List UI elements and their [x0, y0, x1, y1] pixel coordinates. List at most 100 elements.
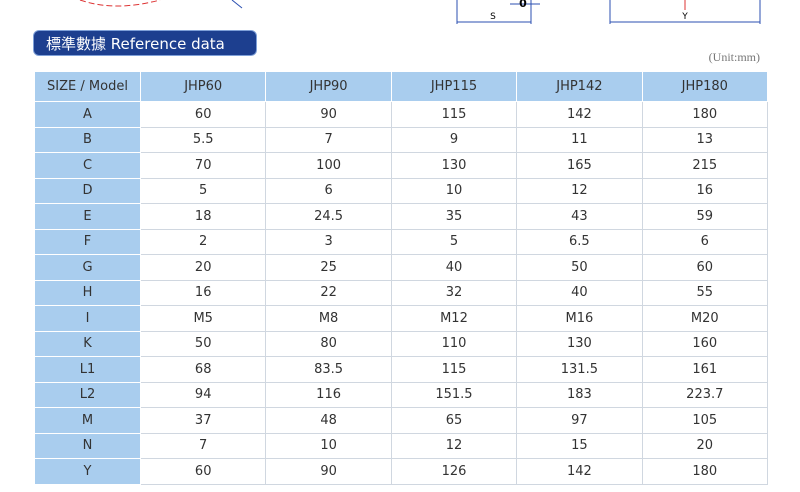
- cell: 160: [641, 330, 769, 357]
- row-label: A: [34, 101, 141, 128]
- cell: 2: [139, 228, 267, 255]
- cell: 10: [390, 177, 518, 204]
- title-badge: 標準數據 Reference data: [33, 30, 257, 56]
- cell: 65: [390, 407, 518, 434]
- cell: 165: [516, 152, 643, 179]
- cell: 100: [265, 152, 392, 179]
- cell: 7: [139, 432, 267, 459]
- row-label: E: [34, 203, 141, 230]
- cell: 83.5: [265, 356, 392, 383]
- cell: 5: [390, 228, 518, 255]
- row-label: H: [34, 279, 141, 306]
- cell: 13: [641, 126, 769, 153]
- cell: 10: [265, 432, 392, 459]
- cell: 43: [516, 203, 643, 230]
- cell: 59: [641, 203, 769, 230]
- cell: 90: [265, 101, 392, 128]
- row: L1 68 83.5 115 131.5 161: [34, 356, 769, 383]
- cell: 5: [139, 177, 267, 204]
- row-label: M: [34, 407, 141, 434]
- header-cell: JHP180: [641, 71, 769, 102]
- cell: 68: [139, 356, 267, 383]
- cell: 142: [516, 458, 643, 485]
- cell: M5: [139, 305, 267, 332]
- cell: 151.5: [390, 381, 518, 408]
- header-cell: JHP90: [265, 71, 392, 102]
- header-cell: SIZE / Model: [34, 71, 141, 102]
- row: N 7 10 12 15 20: [34, 432, 769, 459]
- cell: 130: [390, 152, 518, 179]
- cell: 161: [641, 356, 769, 383]
- cell: 131.5: [516, 356, 643, 383]
- row-label: G: [34, 254, 141, 281]
- row-label: L2: [34, 381, 141, 408]
- row: F 2 3 5 6.5 6: [34, 228, 769, 255]
- cell: 3: [265, 228, 392, 255]
- row-label: L1: [34, 356, 141, 383]
- cell: 60: [641, 254, 769, 281]
- row: G 20 25 40 50 60: [34, 254, 769, 281]
- cell: 12: [390, 432, 518, 459]
- row: D 5 6 10 12 16: [34, 177, 769, 204]
- row-label: N: [34, 432, 141, 459]
- cell: 105: [641, 407, 769, 434]
- header-cell: JHP142: [516, 71, 643, 102]
- row: K 50 80 110 130 160: [34, 330, 769, 357]
- diagram-fragment: 0 S Y: [79, 0, 761, 24]
- cell: 5.5: [139, 126, 267, 153]
- cell: 223.7: [641, 381, 769, 408]
- row-label: K: [34, 330, 141, 357]
- row-label: Y: [34, 458, 141, 485]
- cell: 6: [265, 177, 392, 204]
- unit: (Unit:mm): [708, 50, 760, 64]
- cell: 94: [139, 381, 267, 408]
- row-label: F: [34, 228, 141, 255]
- header-cell: JHP60: [139, 71, 267, 102]
- cell: 180: [641, 458, 769, 485]
- reference-table: SIZE / Model JHP60 JHP90 JHP115 JHP142 JHP180…: [34, 71, 769, 485]
- cell: 40: [390, 254, 518, 281]
- cell: 70: [139, 152, 267, 179]
- curve: [79, 0, 161, 7]
- cell: 126: [390, 458, 518, 485]
- cell: 180: [641, 101, 769, 128]
- row-label: I: [34, 305, 141, 332]
- row-label: C: [34, 152, 141, 179]
- cell: 142: [516, 101, 643, 128]
- row: I M5 M8 M12 M16 M20: [34, 305, 769, 332]
- cell: 12: [516, 177, 643, 204]
- cell: 6: [641, 228, 769, 255]
- cell: 9: [390, 126, 518, 153]
- cell: 11: [516, 126, 643, 153]
- cell: 55: [641, 279, 769, 306]
- cell: 24.5: [265, 203, 392, 230]
- cell: 18: [139, 203, 267, 230]
- cell: 20: [641, 432, 769, 459]
- cell: M20: [641, 305, 769, 332]
- row: C 70 100 130 165 215: [34, 152, 769, 179]
- cell: M16: [516, 305, 643, 332]
- cell: 115: [390, 101, 518, 128]
- label: Y: [681, 12, 688, 22]
- label: S: [490, 12, 496, 22]
- cell: 60: [139, 458, 267, 485]
- cell: 15: [516, 432, 643, 459]
- cell: 115: [390, 356, 518, 383]
- cell: 80: [265, 330, 392, 357]
- header-cell: JHP115: [390, 71, 518, 102]
- label: 0: [519, 0, 527, 10]
- cell: 20: [139, 254, 267, 281]
- cell: 60: [139, 101, 267, 128]
- cell: 50: [139, 330, 267, 357]
- cell: 90: [265, 458, 392, 485]
- header-row: SIZE / Model JHP60 JHP90 JHP115 JHP142 JHP180: [34, 71, 769, 102]
- cell: 16: [641, 177, 769, 204]
- cell: 32: [390, 279, 518, 306]
- cell: 97: [516, 407, 643, 434]
- row: A 60 90 115 142 180: [34, 101, 769, 128]
- cell: 50: [516, 254, 643, 281]
- cell: 215: [641, 152, 769, 179]
- cell: 110: [390, 330, 518, 357]
- row: H 16 22 32 40 55: [34, 279, 769, 306]
